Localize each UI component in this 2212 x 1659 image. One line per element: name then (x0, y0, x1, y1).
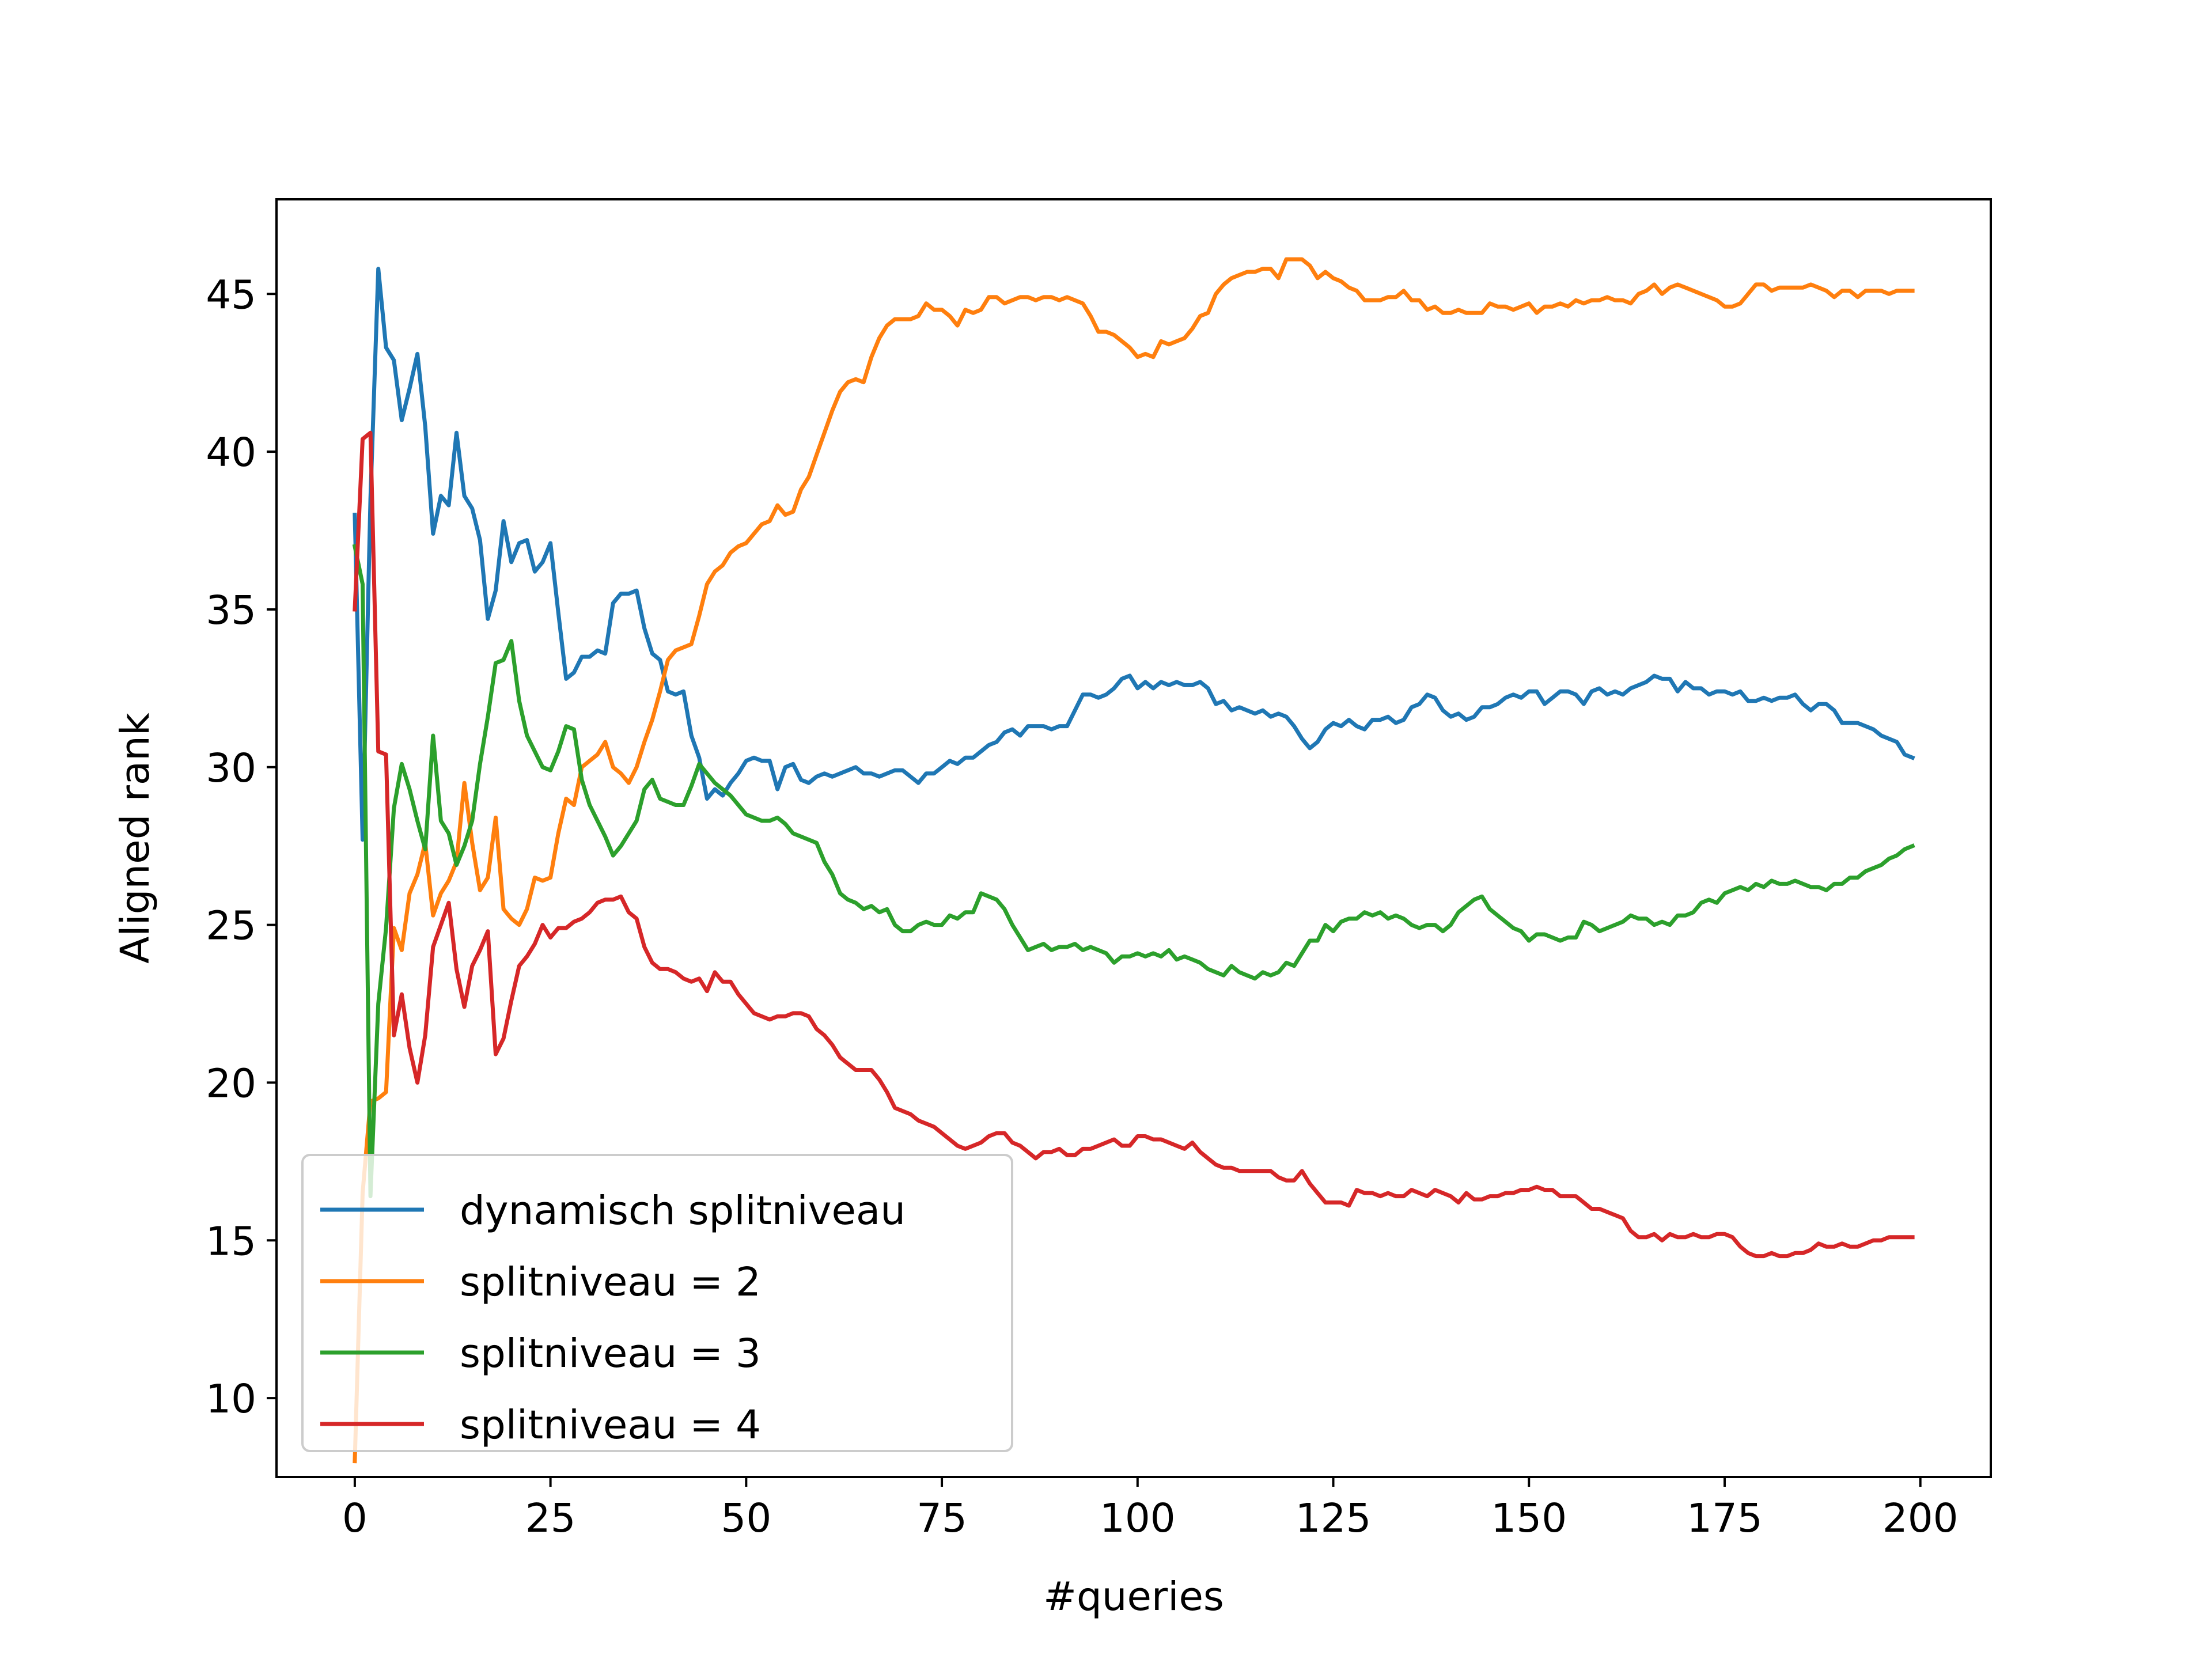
y-tick-label: 30 (206, 745, 256, 791)
y-tick-label: 35 (206, 588, 256, 634)
x-tick-label: 125 (1296, 1495, 1372, 1541)
legend-label-4: splitniveau = 4 (460, 1402, 761, 1448)
series-line-3 (352, 544, 1915, 1199)
y-tick-label: 25 (206, 903, 256, 949)
x-axis: 0 25 50 75 100 125 150 175 200 (342, 1477, 1959, 1541)
y-tick-label: 40 (206, 430, 256, 476)
series-line-2 (353, 257, 1915, 1464)
x-tick-label: 50 (721, 1495, 771, 1541)
y-axis: 10 15 20 25 30 35 40 45 (206, 272, 276, 1422)
y-tick-label: 45 (206, 272, 256, 318)
legend: dynamisch splitniveau splitniveau = 2 spli… (301, 1154, 1013, 1452)
x-tick-label: 25 (525, 1495, 576, 1541)
legend-label-3: splitniveau = 3 (460, 1331, 761, 1377)
plot-frame (275, 198, 1992, 1478)
x-tick-label: 150 (1491, 1495, 1567, 1541)
legend-label-2: splitniveau = 2 (460, 1259, 761, 1305)
series-layer (352, 257, 1915, 1464)
legend-label-1: dynamisch splitniveau (460, 1188, 906, 1234)
x-tick-label: 75 (916, 1495, 967, 1541)
x-tick-label: 0 (342, 1495, 368, 1541)
series-line-4 (353, 430, 1915, 1259)
y-tick-label: 15 (206, 1218, 256, 1264)
series-line-1 (353, 267, 1915, 842)
x-tick-label: 175 (1687, 1495, 1763, 1541)
legend-box (301, 1154, 1013, 1452)
x-axis-label: #queries (1043, 1574, 1224, 1620)
y-tick-label: 20 (206, 1060, 256, 1107)
x-tick-label: 100 (1100, 1495, 1176, 1541)
y-axis-label: Aligned rank (112, 713, 158, 964)
x-tick-label: 200 (1883, 1495, 1959, 1541)
y-tick-label: 10 (206, 1376, 256, 1422)
